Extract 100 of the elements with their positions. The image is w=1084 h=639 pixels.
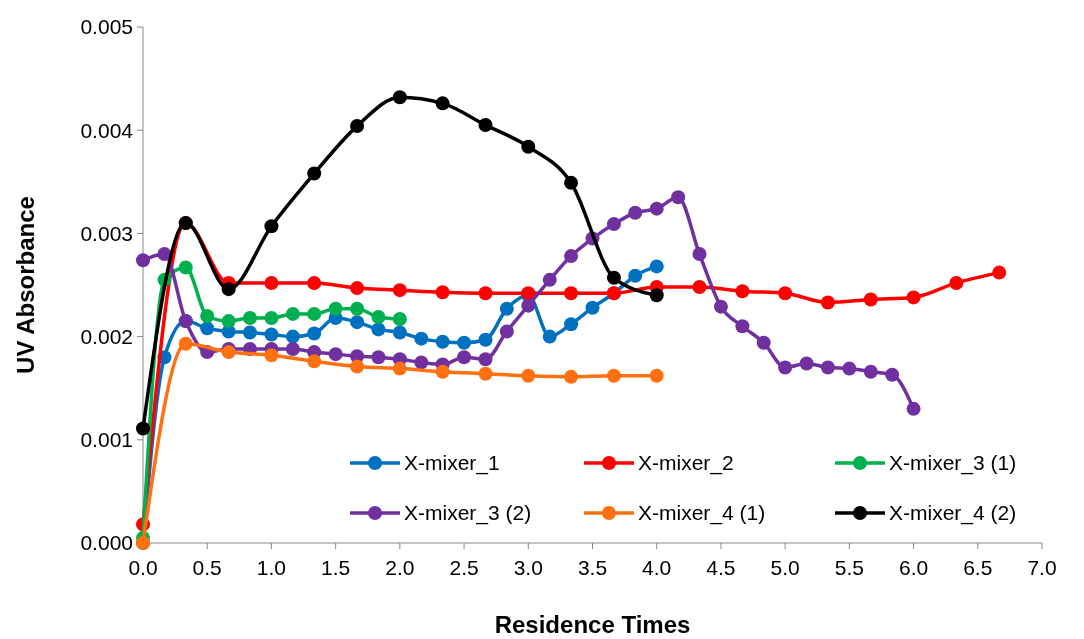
point xyxy=(585,300,600,315)
y-tick-label: 0.003 xyxy=(80,221,133,245)
y-tick-label: 0.000 xyxy=(80,531,133,555)
legend-label: X-mixer_1 xyxy=(404,451,500,476)
point xyxy=(264,311,279,326)
x-axis-title: Residence Times xyxy=(494,611,691,638)
point xyxy=(949,275,964,290)
point xyxy=(307,166,322,181)
point xyxy=(778,286,793,301)
point xyxy=(542,272,557,287)
point xyxy=(350,315,365,330)
point xyxy=(435,96,450,111)
point xyxy=(478,352,493,367)
point xyxy=(414,355,429,370)
point xyxy=(521,298,536,313)
legend-label: X-mixer_4 (1) xyxy=(638,501,766,526)
point xyxy=(200,308,215,323)
y-tick-label: 0.002 xyxy=(80,324,133,348)
x-tick-label: 5.0 xyxy=(770,556,800,579)
legend-label: X-mixer_3 (1) xyxy=(889,451,1017,476)
point xyxy=(136,421,150,436)
point xyxy=(713,299,728,314)
x-tick-label: 5.5 xyxy=(834,556,864,579)
point xyxy=(392,90,407,105)
point xyxy=(435,334,450,349)
point xyxy=(564,249,579,264)
point xyxy=(307,326,322,341)
point xyxy=(499,301,514,316)
legend-label: X-mixer_4 (2) xyxy=(889,501,1017,526)
point xyxy=(521,139,536,154)
point xyxy=(221,345,236,360)
point xyxy=(371,350,386,365)
point xyxy=(285,306,300,321)
y-tick-label: 0.004 xyxy=(80,118,134,142)
point xyxy=(264,348,279,363)
point xyxy=(285,329,300,344)
point xyxy=(820,360,835,375)
point xyxy=(435,364,450,379)
point xyxy=(649,201,664,216)
legend-label: X-mixer_3 (2) xyxy=(404,501,532,526)
point xyxy=(136,253,150,268)
point xyxy=(157,247,172,262)
point xyxy=(371,309,386,324)
point xyxy=(457,350,472,365)
point xyxy=(564,369,579,384)
point xyxy=(307,306,322,321)
point xyxy=(606,217,621,232)
point xyxy=(350,359,365,374)
point xyxy=(756,335,771,350)
point xyxy=(735,319,750,334)
point xyxy=(628,268,643,283)
point xyxy=(542,329,557,344)
point xyxy=(328,301,343,316)
point xyxy=(328,347,343,362)
y-tick-label: 0.005 xyxy=(80,15,133,39)
point xyxy=(671,190,686,205)
x-tick-label: 4.0 xyxy=(642,556,672,579)
point xyxy=(521,368,536,383)
point xyxy=(221,282,236,297)
point xyxy=(200,321,215,336)
point xyxy=(178,336,193,351)
point xyxy=(863,364,878,379)
point xyxy=(435,285,450,300)
y-tick-label: 0.001 xyxy=(80,428,133,452)
point xyxy=(478,286,493,301)
point xyxy=(649,288,664,303)
point xyxy=(178,260,193,275)
point xyxy=(606,270,621,285)
point xyxy=(307,275,322,290)
x-tick-label: 2.5 xyxy=(449,556,479,579)
point xyxy=(242,311,257,326)
point xyxy=(906,401,921,416)
point xyxy=(992,265,1007,280)
point xyxy=(649,259,664,274)
point xyxy=(628,205,643,220)
y-axis-title: UV Absorbance xyxy=(12,196,39,374)
point xyxy=(692,247,707,262)
point xyxy=(478,332,493,347)
x-tick-label: 1.5 xyxy=(321,556,351,579)
point xyxy=(885,367,900,382)
point xyxy=(564,286,579,301)
point xyxy=(863,292,878,307)
legend-label: X-mixer_2 xyxy=(638,451,734,476)
point xyxy=(350,301,365,316)
point xyxy=(499,324,514,339)
x-tick-label: 1.0 xyxy=(256,556,287,579)
point xyxy=(350,281,365,296)
x-tick-label: 0.0 xyxy=(128,556,158,579)
point xyxy=(414,331,429,346)
point xyxy=(264,327,279,342)
x-tick-label: 6.0 xyxy=(898,556,929,579)
x-tick-label: 0.5 xyxy=(192,556,222,579)
point xyxy=(350,119,365,134)
point xyxy=(906,290,921,305)
point xyxy=(564,175,579,190)
point xyxy=(478,366,493,381)
x-tick-label: 3.5 xyxy=(577,556,608,579)
point xyxy=(264,219,279,234)
point xyxy=(606,368,621,383)
x-tick-label: 4.5 xyxy=(706,556,736,579)
